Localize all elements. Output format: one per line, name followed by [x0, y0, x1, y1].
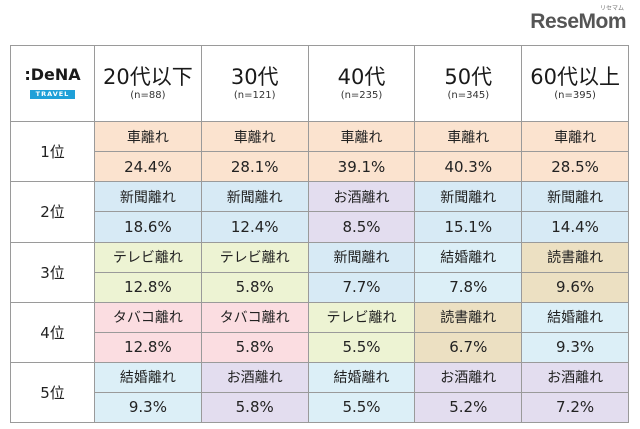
cell-percent: 39.1% — [307, 151, 416, 183]
rank-percent-row: 24.4% 28.1% 39.1% 40.3% 28.5% — [11, 151, 629, 183]
cell-percent: 5.5% — [307, 391, 416, 424]
rank-percent-row: 18.6% 12.4% 8.5% 15.1% 14.4% — [11, 211, 629, 243]
cell-item: テレビ離れ — [94, 241, 202, 273]
cell-item: 車離れ — [200, 121, 309, 153]
cell-percent: 5.8% — [200, 391, 309, 424]
logo-cell: :DeNA TRAVEL — [10, 44, 95, 123]
cell-percent: 6.7% — [414, 331, 523, 363]
rank-item-row: 1位 車離れ 車離れ 車離れ 車離れ 車離れ — [10, 121, 629, 183]
logo-travel-badge: TRAVEL — [29, 90, 76, 99]
cell-item: 読書離れ — [521, 241, 629, 273]
cell-percent: 5.5% — [307, 331, 416, 363]
rank-item-row: 4位 タバコ離れ タバコ離れ テレビ離れ 読書離れ 結婚離れ — [10, 301, 629, 363]
header-row: :DeNA TRAVEL 20代以下 (n=88) 30代 (n=121) 40代 (n=… — [10, 44, 629, 123]
age-label: 20代以下 — [103, 64, 193, 89]
cell-item: 車離れ — [307, 121, 416, 153]
age-sample-size: (n=235) — [340, 89, 383, 101]
rank-percent-row: 12.8% 5.8% 7.7% 7.8% 9.6% — [11, 271, 629, 303]
cell-item: タバコ離れ — [200, 301, 309, 333]
rank-label: 1位 — [10, 121, 95, 183]
rank-percent-row: 12.8% 5.8% 5.5% 6.7% 9.3% — [11, 331, 629, 363]
cell-percent: 24.4% — [94, 151, 202, 183]
age-sample-size: (n=345) — [447, 89, 490, 101]
cell-item: お酒離れ — [521, 361, 629, 393]
watermark-text: ReseMom — [530, 10, 626, 33]
age-sample-size: (n=121) — [233, 89, 276, 101]
cell-item: 車離れ — [521, 121, 629, 153]
cell-item: お酒離れ — [200, 361, 309, 393]
cell-percent: 28.5% — [521, 151, 629, 183]
age-sample-size: (n=88) — [130, 89, 166, 101]
cell-item: タバコ離れ — [94, 301, 202, 333]
cell-percent: 7.7% — [307, 271, 416, 303]
rank-label: 4位 — [10, 301, 95, 363]
cell-percent: 9.3% — [94, 391, 202, 424]
cell-item: お酒離れ — [307, 181, 416, 213]
cell-item: お酒離れ — [414, 361, 523, 393]
age-header: 20代以下 (n=88) — [94, 44, 202, 123]
cell-item: 新聞離れ — [414, 181, 523, 213]
cell-item: 結婚離れ — [307, 361, 416, 393]
cell-percent: 12.4% — [200, 211, 309, 243]
cell-item: 車離れ — [414, 121, 523, 153]
cell-percent: 18.6% — [94, 211, 202, 243]
cell-percent: 15.1% — [414, 211, 523, 243]
cell-percent: 8.5% — [307, 211, 416, 243]
watermark-subtext: リセマム — [599, 6, 624, 12]
cell-item: テレビ離れ — [200, 241, 309, 273]
rank-label: 2位 — [10, 181, 95, 243]
resemom-watermark: リセマム ReseMom — [530, 6, 626, 34]
age-sample-size: (n=395) — [554, 89, 596, 101]
cell-percent: 40.3% — [414, 151, 523, 183]
age-header: 50代 (n=345) — [414, 44, 523, 123]
rank-item-row: 5位 結婚離れ お酒離れ 結婚離れ お酒離れ お酒離れ — [10, 361, 629, 424]
cell-percent: 7.2% — [521, 391, 629, 424]
cell-item: 新聞離れ — [521, 181, 629, 213]
cell-percent: 5.2% — [414, 391, 523, 424]
cell-item: テレビ離れ — [307, 301, 416, 333]
rank-label: 3位 — [10, 241, 95, 303]
cell-percent: 12.8% — [94, 331, 202, 363]
dena-travel-logo: :DeNA TRAVEL — [24, 65, 81, 99]
cell-percent: 9.6% — [521, 271, 629, 303]
age-header: 30代 (n=121) — [200, 44, 309, 123]
ranking-table: :DeNA TRAVEL 20代以下 (n=88) 30代 (n=121) 40代 (n=… — [10, 44, 629, 424]
age-header: 60代以上 (n=395) — [521, 44, 629, 123]
cell-item: 新聞離れ — [200, 181, 309, 213]
cell-percent: 28.1% — [200, 151, 309, 183]
cell-item: 車離れ — [94, 121, 202, 153]
rank-label: 5位 — [10, 361, 95, 424]
cell-percent: 14.4% — [521, 211, 629, 243]
cell-item: 結婚離れ — [94, 361, 202, 393]
cell-percent: 5.8% — [200, 271, 309, 303]
age-label: 40代 — [337, 64, 386, 89]
rank-percent-row: 9.3% 5.8% 5.5% 5.2% 7.2% — [11, 391, 629, 424]
cell-percent: 7.8% — [414, 271, 523, 303]
cell-percent: 12.8% — [94, 271, 202, 303]
rank-item-row: 2位 新聞離れ 新聞離れ お酒離れ 新聞離れ 新聞離れ — [10, 181, 629, 243]
cell-item: 読書離れ — [414, 301, 523, 333]
rank-item-row: 3位 テレビ離れ テレビ離れ 新聞離れ 結婚離れ 読書離れ — [10, 241, 629, 303]
age-label: 50代 — [444, 64, 493, 89]
cell-percent: 9.3% — [521, 331, 629, 363]
age-header: 40代 (n=235) — [307, 44, 416, 123]
age-label: 60代以上 — [530, 64, 620, 89]
cell-percent: 5.8% — [200, 331, 309, 363]
logo-brand: :DeNA — [24, 65, 81, 85]
cell-item: 新聞離れ — [307, 241, 416, 273]
age-label: 30代 — [230, 64, 279, 89]
cell-item: 結婚離れ — [521, 301, 629, 333]
cell-item: 新聞離れ — [94, 181, 202, 213]
cell-item: 結婚離れ — [414, 241, 523, 273]
